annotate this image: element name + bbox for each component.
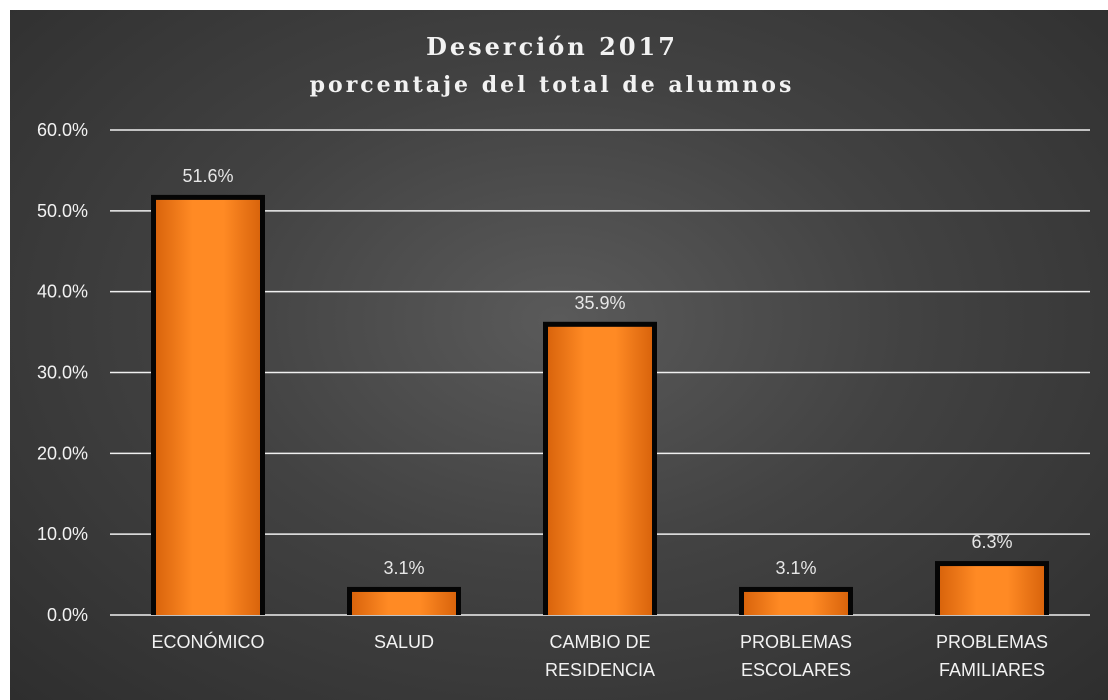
bar-chart: Deserción 2017 porcentaje del total de a…: [37, 32, 1090, 680]
data-label: 3.1%: [775, 558, 816, 578]
bar: [352, 591, 456, 615]
data-label: 51.6%: [182, 166, 233, 186]
data-label: 35.9%: [574, 293, 625, 313]
bar: [156, 199, 260, 615]
y-tick-label: 50.0%: [37, 201, 88, 221]
x-tick-label: FAMILIARES: [939, 660, 1045, 680]
chart-subtitle: porcentaje del total de alumnos: [310, 72, 795, 98]
bar: [548, 326, 652, 615]
x-tick-label: PROBLEMAS: [936, 632, 1048, 652]
y-tick-label: 10.0%: [37, 524, 88, 544]
bar: [744, 591, 848, 615]
y-tick-label: 30.0%: [37, 363, 88, 383]
y-tick-label: 60.0%: [37, 120, 88, 140]
x-tick-label: SALUD: [374, 632, 434, 652]
y-tick-label: 0.0%: [47, 605, 88, 625]
y-tick-label: 20.0%: [37, 443, 88, 463]
data-label: 3.1%: [383, 558, 424, 578]
bar: [940, 566, 1044, 615]
x-tick-label: CAMBIO DE: [549, 632, 650, 652]
x-tick-label: ESCOLARES: [741, 660, 851, 680]
y-tick-label: 40.0%: [37, 282, 88, 302]
x-tick-label: ECONÓMICO: [151, 631, 264, 652]
data-label: 6.3%: [971, 532, 1012, 552]
chart-title: Deserción 2017: [426, 32, 678, 61]
x-tick-label: PROBLEMAS: [740, 632, 852, 652]
chart-area: Deserción 2017 porcentaje del total de a…: [10, 10, 1108, 700]
x-tick-label: RESIDENCIA: [545, 660, 655, 680]
